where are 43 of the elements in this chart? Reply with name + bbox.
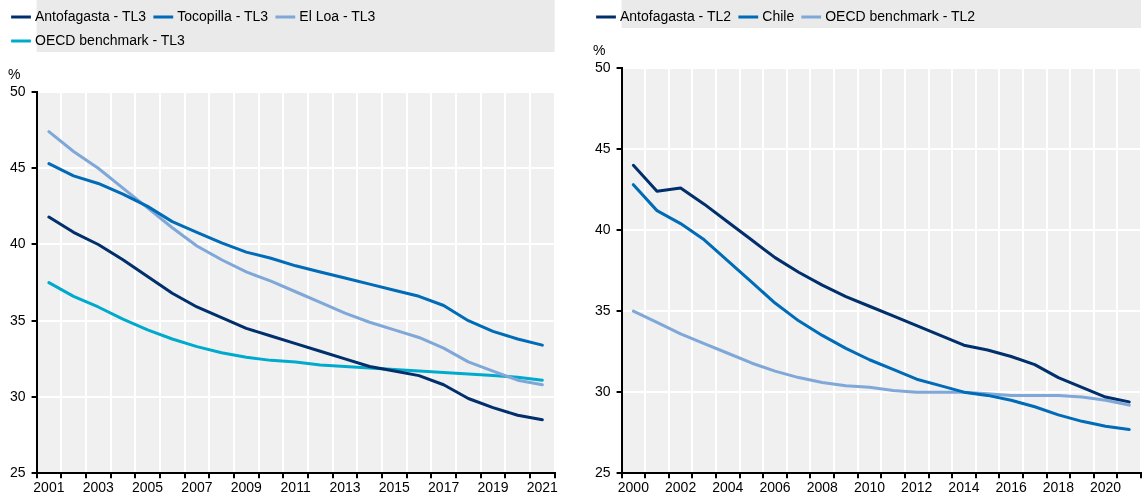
x-tick-label: 2019: [477, 479, 509, 496]
y-tick-label: 45: [594, 139, 611, 156]
x-tick-label: 2007: [181, 479, 213, 496]
x-tick-label: 2015: [378, 479, 411, 496]
x-tick-label: 2001: [33, 479, 65, 496]
x-tick-label: 2004: [712, 479, 744, 496]
x-tick-label: 2009: [230, 479, 263, 496]
y-tick-label: 30: [9, 387, 26, 404]
legend-label: El Loa - TL3: [299, 7, 376, 24]
y-tick-label: 40: [594, 220, 611, 237]
x-tick-label: 2010: [853, 479, 886, 496]
x-tick-label: 2016: [995, 479, 1027, 496]
y-tick-label: 25: [9, 464, 26, 481]
x-tick-label: 2000: [617, 479, 650, 496]
y-tick-label: 50: [9, 82, 26, 99]
y-axis-title: %: [593, 41, 606, 58]
legend-label: OECD benchmark - TL3: [35, 31, 186, 48]
y-tick-label: 35: [9, 311, 26, 328]
x-tick-label: 2013: [329, 479, 361, 496]
x-tick-label: 2020: [1090, 479, 1122, 496]
x-tick-label: 2003: [82, 479, 115, 496]
y-tick-label: 45: [9, 159, 26, 176]
x-tick-label: 2005: [132, 479, 164, 496]
legend-label: OECD benchmark - TL2: [825, 7, 976, 24]
x-tick-label: 2017: [428, 479, 460, 496]
y-tick-label: 25: [594, 464, 611, 481]
legend-label: Chile: [762, 7, 795, 24]
x-tick-label: 2011: [280, 479, 311, 496]
legend-label: Antofagasta - TL3: [35, 7, 147, 24]
x-tick-label: 2018: [1042, 479, 1075, 496]
x-tick-label: 2006: [759, 479, 791, 496]
x-tick-label: 2002: [665, 479, 697, 496]
x-tick-label: 2012: [901, 479, 933, 496]
x-tick-label: 2021: [526, 479, 559, 496]
x-tick-label: 2014: [948, 479, 980, 496]
y-tick-label: 40: [9, 235, 26, 252]
x-tick-label: 2008: [806, 479, 839, 496]
y-tick-label: 30: [594, 383, 611, 400]
y-tick-label: 50: [594, 58, 611, 75]
legend-label: Tocopilla - TL3: [177, 7, 269, 24]
y-axis-title: %: [8, 65, 21, 82]
y-tick-label: 35: [594, 301, 611, 318]
legend-label: Antofagasta - TL2: [620, 7, 732, 24]
